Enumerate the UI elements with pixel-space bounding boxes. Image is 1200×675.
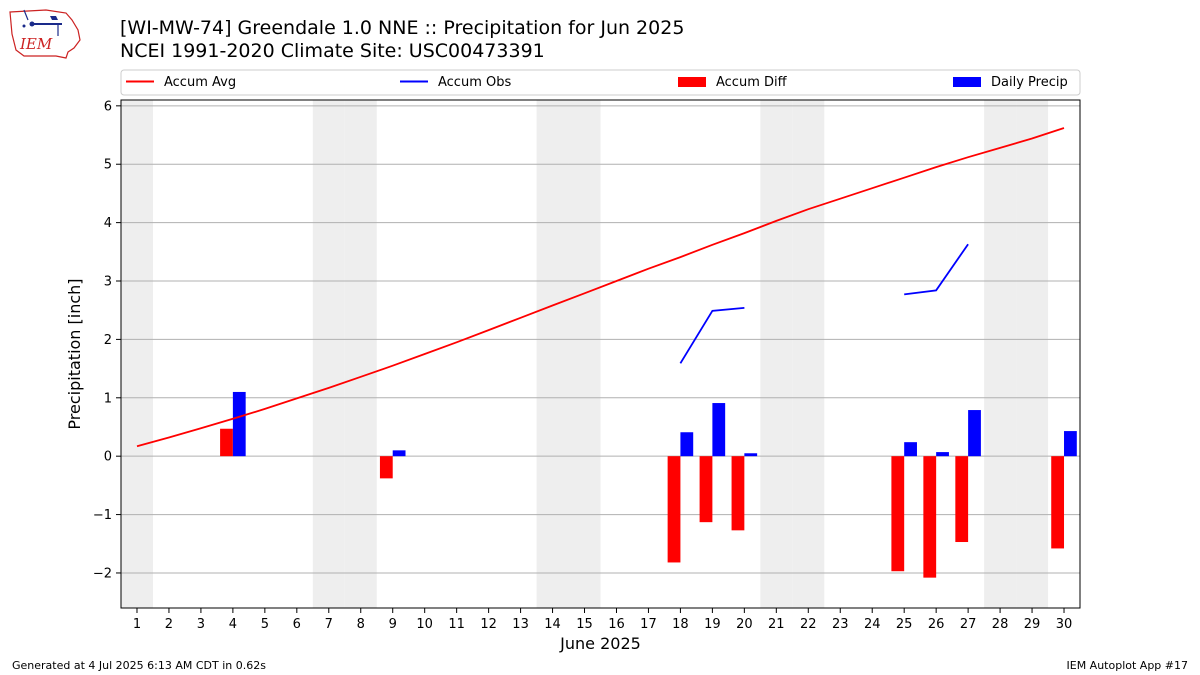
weekend-band [344, 100, 377, 608]
accum-diff-bar [699, 456, 713, 523]
x-tick-label: 17 [640, 617, 657, 632]
x-tick-label: 16 [608, 617, 625, 632]
app-credit: IEM Autoplot App #17 [1066, 659, 1189, 672]
daily-precip-bar [232, 391, 246, 457]
x-tick-label: 27 [960, 617, 977, 632]
x-tick-label: 12 [480, 617, 497, 632]
weekend-band [536, 100, 569, 608]
x-tick-label: 29 [1024, 617, 1041, 632]
weekend-band [121, 100, 153, 608]
legend-swatch-accum-diff [678, 77, 706, 87]
bar-series [220, 391, 1077, 578]
y-tick-label: 2 [104, 333, 112, 348]
legend: Accum Avg Accum Obs Accum Diff Daily Precip [120, 69, 1081, 96]
daily-precip-bar [744, 453, 758, 457]
x-tick-label: 13 [512, 617, 529, 632]
chart-title: [WI-MW-74] Greendale 1.0 NNE :: Precipit… [120, 17, 685, 39]
accum-diff-bar [731, 456, 745, 531]
accum-diff-bar [891, 456, 905, 572]
daily-precip-bar [968, 410, 981, 457]
x-tick-label: 22 [800, 617, 817, 632]
accum-diff-bar [1051, 456, 1065, 549]
weekend-band [312, 100, 345, 608]
y-tick-label: −2 [93, 566, 112, 581]
y-tick-label: 1 [104, 391, 112, 406]
x-tick-label: 6 [293, 617, 301, 632]
x-tick-label: 25 [896, 617, 913, 632]
daily-precip-bar [904, 442, 917, 457]
y-tick-label: 6 [104, 99, 112, 114]
legend-label-accum-diff: Accum Diff [716, 75, 788, 90]
x-tick-label: 2 [165, 617, 173, 632]
y-tick-label: 3 [104, 275, 112, 290]
y-tick-label: −1 [93, 508, 112, 523]
x-tick-label: 30 [1056, 617, 1073, 632]
x-tick-label: 24 [864, 617, 881, 632]
legend-label-accum-avg: Accum Avg [164, 75, 236, 90]
y-tick-label: 5 [104, 158, 112, 173]
y-tick-label: 0 [104, 450, 112, 465]
x-tick-label: 7 [325, 617, 333, 632]
daily-precip-bar [680, 432, 694, 457]
accum-avg-line [136, 127, 1065, 448]
generated-timestamp: Generated at 4 Jul 2025 6:13 AM CDT in 0… [12, 659, 266, 672]
weekend-shading [121, 100, 1049, 608]
legend-frame [120, 69, 1081, 96]
x-tick-label: 15 [576, 617, 593, 632]
x-tick-label: 19 [704, 617, 721, 632]
x-tick-label: 1 [133, 617, 141, 632]
line-series [136, 127, 1065, 448]
x-tick-label: 10 [416, 617, 433, 632]
accum-obs-line [679, 307, 745, 364]
weather-station-icon [22, 9, 62, 36]
weekend-band [760, 100, 793, 608]
weekend-band [792, 100, 825, 608]
legend-label-accum-obs: Accum Obs [438, 75, 511, 90]
gridlines [121, 105, 1080, 574]
x-tick-label: 26 [928, 617, 945, 632]
legend-label-daily-precip: Daily Precip [991, 75, 1068, 90]
accum-diff-bar [923, 456, 937, 578]
x-tick-label: 20 [736, 617, 753, 632]
accum-diff-bar [955, 456, 969, 543]
daily-precip-bar [936, 452, 949, 457]
x-tick-label: 14 [544, 617, 561, 632]
x-tick-label: 28 [992, 617, 1009, 632]
legend-swatch-daily-precip [953, 77, 981, 87]
x-tick-label: 21 [768, 617, 785, 632]
x-tick-label: 5 [261, 617, 269, 632]
weekend-band [568, 100, 601, 608]
daily-precip-bar [712, 403, 726, 457]
x-tick-label: 18 [672, 617, 689, 632]
x-tick-label: 23 [832, 617, 849, 632]
daily-precip-bar [1064, 431, 1077, 457]
iem-logo: IEM [9, 9, 81, 59]
weekend-band [1016, 100, 1049, 608]
x-axis-label: June 2025 [559, 634, 641, 653]
logo-text: IEM [19, 35, 53, 53]
plot-frame [120, 99, 1081, 609]
x-tick-label: 4 [229, 617, 237, 632]
daily-precip-bar [392, 450, 406, 457]
x-tick-label: 3 [197, 617, 205, 632]
weekend-band [984, 100, 1017, 608]
x-tick-label: 11 [448, 617, 465, 632]
x-tick-label: 9 [389, 617, 397, 632]
accum-diff-bar [667, 456, 681, 563]
chart-subtitle: NCEI 1991-2020 Climate Site: USC00473391 [120, 40, 545, 62]
y-tick-label: 4 [104, 216, 112, 231]
x-tick-label: 8 [357, 617, 365, 632]
accum-diff-bar [220, 428, 233, 457]
y-axis-label: Precipitation [inch] [65, 278, 84, 429]
accum-obs-line [904, 243, 969, 296]
accum-diff-bar [379, 456, 393, 479]
